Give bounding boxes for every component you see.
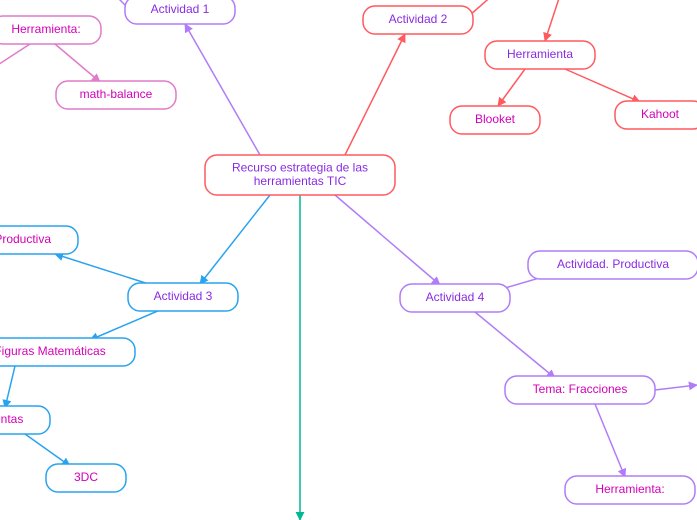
node-tema4: Tema: Fracciones [505, 376, 655, 404]
edge [5, 366, 15, 408]
node-actividad2: Actividad 2 [363, 6, 473, 34]
node-label: math-balance [80, 87, 153, 101]
mindmap-diagram: Recurso estrategia de lasherramientas TI… [0, 0, 697, 520]
node-label: Actividad 2 [389, 12, 448, 26]
edge [565, 69, 640, 102]
node-label: Tema: Fracciones [533, 382, 628, 396]
edge [545, 0, 565, 41]
node-label: idad: Productiva [0, 232, 51, 246]
node-herramienta2: Herramienta [485, 41, 595, 69]
node-label: Herramienta: [595, 482, 664, 496]
node-actividad4: Actividad 4 [400, 284, 510, 312]
node-tema3: ema: Figuras Matemáticas [0, 338, 135, 366]
node-label: Herramienta [507, 47, 573, 61]
node-blooket: Blooket [450, 106, 540, 134]
edge [475, 312, 555, 378]
edge [90, 310, 160, 340]
edge [0, 44, 30, 70]
node-label: Actividad. Productiva [557, 257, 669, 271]
node-label: Recurso estrategia de las [232, 160, 368, 174]
edge [595, 404, 625, 477]
edge [25, 434, 70, 466]
node-label: Herramienta: [11, 22, 80, 36]
node-label: herramientas TIC [254, 174, 347, 188]
edge [200, 195, 270, 284]
node-mathbalance: math-balance [56, 81, 176, 109]
node-tresdc: 3DC [46, 464, 126, 492]
node-label: ema: Figuras Matemáticas [0, 344, 106, 358]
edge [345, 34, 405, 155]
edge [185, 24, 260, 155]
node-herramienta1: Herramienta: [0, 16, 101, 44]
node-label: Actividad 3 [154, 289, 213, 303]
node-productiva4: Actividad. Productiva [528, 251, 697, 279]
node-actividad1: Actividad 1 [125, 0, 235, 24]
node-label: Blooket [475, 112, 516, 126]
nodes-layer: Recurso estrategia de lasherramientas TI… [0, 0, 697, 504]
node-productiva3: idad: Productiva [0, 226, 78, 254]
node-herr3: rramientas [0, 406, 50, 434]
node-label: 3DC [74, 470, 98, 484]
edge [498, 69, 525, 106]
node-label: Kahoot [641, 107, 680, 121]
node-herr4: Herramienta: [565, 476, 695, 504]
edge [655, 385, 697, 390]
edge [55, 44, 100, 82]
edge [470, 0, 510, 15]
node-actividad3: Actividad 3 [128, 283, 238, 311]
node-label: Actividad 4 [426, 290, 485, 304]
node-label: rramientas [0, 412, 23, 426]
edge [335, 195, 440, 285]
node-label: Actividad 1 [151, 2, 210, 16]
edge [55, 254, 155, 286]
node-center: Recurso estrategia de lasherramientas TI… [205, 155, 395, 195]
node-kahoot: Kahoot [615, 101, 697, 129]
